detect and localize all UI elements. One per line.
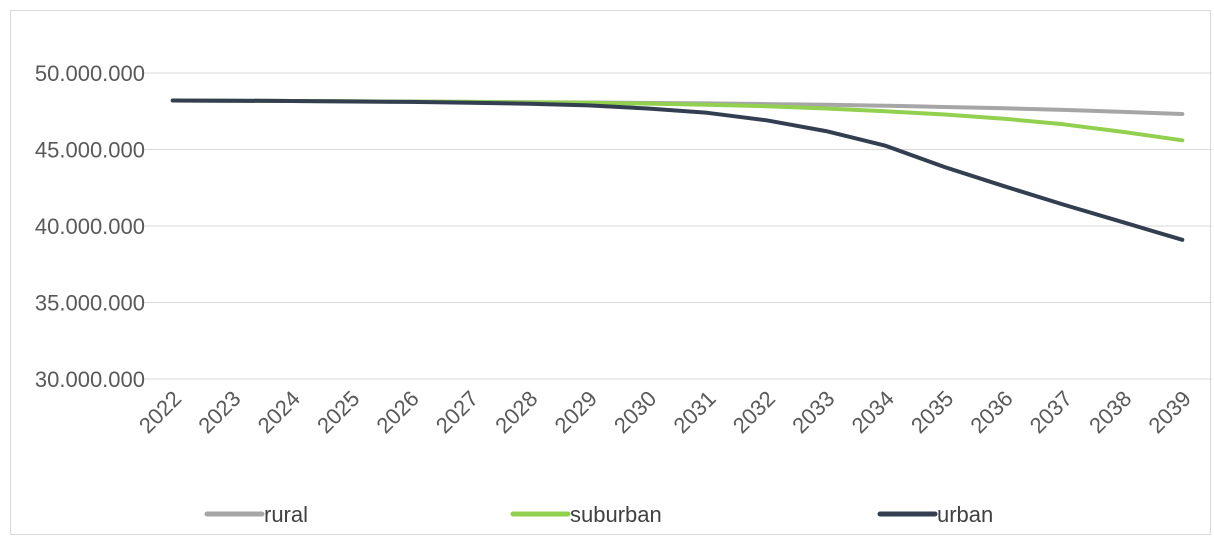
x-tick-label: 2035 <box>906 386 958 438</box>
x-tick-label: 2034 <box>847 386 899 438</box>
y-axis-tick-labels: 30.000.000 35.000.000 40.000.000 45.000.000… <box>35 61 145 392</box>
x-tick-label: 2029 <box>550 386 602 438</box>
x-tick-label: 2037 <box>1025 386 1077 438</box>
y-tick-label: 30.000.000 <box>35 367 145 392</box>
x-tick-label: 2023 <box>193 386 245 438</box>
x-tick-label: 2025 <box>312 386 364 438</box>
x-tick-label: 2039 <box>1144 386 1196 438</box>
x-tick-label: 2038 <box>1084 386 1136 438</box>
series-line-suburban <box>170 98 1185 143</box>
series-lines <box>170 98 1185 242</box>
x-tick-label: 2022 <box>134 386 186 438</box>
x-tick-label: 2030 <box>609 386 661 438</box>
legend-label-urban: urban <box>937 502 993 527</box>
x-tick-label: 2027 <box>431 386 483 438</box>
x-tick-label: 2026 <box>371 386 423 438</box>
x-axis-tick-labels: 2022 2023 2024 2025 2026 2027 2028 2029 2030 2031… <box>134 386 1196 438</box>
x-tick-label: 2028 <box>490 386 542 438</box>
legend-label-rural: rural <box>264 502 308 527</box>
y-tick-label: 35.000.000 <box>35 291 145 316</box>
series-line-urban <box>170 98 1185 242</box>
x-tick-label: 2024 <box>253 386 305 438</box>
y-tick-label: 50.000.000 <box>35 61 145 86</box>
x-tick-label: 2036 <box>965 386 1017 438</box>
legend: rural suburban urban <box>204 502 993 527</box>
x-tick-label: 2032 <box>728 386 780 438</box>
chart-frame <box>10 10 1211 535</box>
y-tick-label: 45.000.000 <box>35 138 145 163</box>
y-tick-label: 40.000.000 <box>35 214 145 239</box>
x-tick-label: 2033 <box>787 386 839 438</box>
x-tick-label: 2031 <box>668 386 720 438</box>
legend-label-suburban: suburban <box>570 502 662 527</box>
gridlines <box>143 72 1212 380</box>
